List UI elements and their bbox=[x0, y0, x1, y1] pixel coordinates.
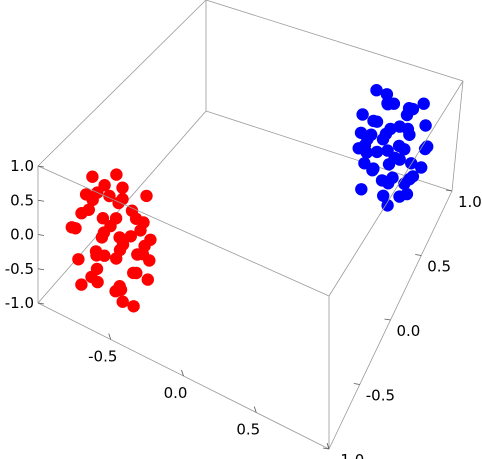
z-tick-label: 0.5 bbox=[10, 191, 34, 209]
data-point bbox=[129, 212, 143, 225]
x-tick-mark bbox=[253, 406, 257, 413]
box-edge bbox=[451, 80, 464, 192]
data-point bbox=[375, 174, 389, 187]
data-point bbox=[114, 283, 128, 296]
data-point bbox=[97, 226, 111, 239]
data-point bbox=[406, 170, 420, 183]
data-point bbox=[141, 273, 154, 286]
data-point bbox=[116, 295, 129, 308]
data-point bbox=[355, 183, 368, 196]
z-tick-label: -1.0 bbox=[5, 294, 34, 312]
data-point bbox=[138, 239, 151, 253]
data-point bbox=[370, 84, 383, 97]
data-point bbox=[116, 238, 130, 251]
data-point bbox=[370, 115, 384, 128]
data-point bbox=[140, 189, 153, 203]
data-point bbox=[386, 171, 399, 184]
z-tick-mark bbox=[37, 302, 45, 305]
data-point bbox=[98, 179, 111, 192]
data-point bbox=[376, 133, 390, 146]
data-point bbox=[417, 97, 430, 110]
data-point bbox=[381, 199, 394, 212]
box-front-edges bbox=[37, 0, 464, 450]
data-point bbox=[388, 151, 401, 164]
data-point bbox=[110, 168, 123, 181]
z-tick-mark bbox=[37, 165, 45, 168]
x-tick-label: 0.5 bbox=[236, 421, 260, 439]
data-point bbox=[392, 139, 406, 153]
data-point bbox=[79, 188, 93, 201]
data-point bbox=[96, 212, 110, 225]
data-point bbox=[89, 245, 103, 258]
data-point bbox=[370, 145, 384, 159]
y-tick-label: 1.0 bbox=[458, 193, 482, 211]
z-tick-mark bbox=[37, 234, 45, 236]
y-tick-mark bbox=[415, 254, 422, 256]
data-point bbox=[358, 139, 372, 152]
z-tick-label: 0.0 bbox=[10, 226, 34, 244]
x-tick-mark bbox=[326, 442, 330, 450]
box-edge bbox=[37, 165, 330, 297]
data-point bbox=[380, 88, 394, 101]
x-tick-label: -0.5 bbox=[88, 348, 117, 366]
data-point bbox=[75, 278, 88, 291]
data-point bbox=[86, 170, 99, 183]
data-point bbox=[82, 203, 96, 216]
y-tick-label: -1.0 bbox=[335, 451, 364, 459]
x-tick-mark bbox=[108, 333, 112, 340]
data-point bbox=[91, 275, 104, 289]
data-point bbox=[419, 119, 432, 132]
data-point bbox=[116, 181, 129, 194]
box-edge bbox=[37, 0, 207, 167]
z-tick-mark bbox=[37, 268, 45, 271]
data-point bbox=[127, 266, 140, 280]
y-tick-mark bbox=[445, 189, 453, 192]
data-point bbox=[72, 253, 85, 266]
z-tick-label: 1.0 bbox=[10, 157, 34, 175]
data-point bbox=[124, 230, 137, 243]
y-tick-label: 0.0 bbox=[397, 322, 421, 340]
y-tick-mark bbox=[384, 318, 391, 321]
box-edge bbox=[328, 80, 464, 297]
data-point bbox=[400, 108, 414, 122]
x-tick-label: 0.0 bbox=[164, 384, 188, 402]
z-tick-label: -0.5 bbox=[5, 260, 34, 278]
x-tick-label: 1.0 bbox=[309, 457, 333, 459]
axis-ticks: -1.0-0.50.00.51.0-0.50.00.51.0-1.0-0.50.… bbox=[5, 157, 482, 459]
data-points bbox=[65, 84, 434, 313]
data-point bbox=[90, 262, 104, 276]
data-point bbox=[358, 157, 371, 170]
data-point bbox=[127, 300, 140, 313]
x-tick-mark bbox=[181, 369, 184, 377]
data-point bbox=[366, 164, 379, 177]
data-point bbox=[356, 108, 369, 121]
data-point bbox=[405, 157, 418, 170]
y-tick-label: -0.5 bbox=[366, 387, 395, 405]
data-point bbox=[400, 187, 414, 201]
z-tick-mark bbox=[37, 199, 45, 202]
data-point bbox=[381, 97, 394, 110]
data-point bbox=[421, 140, 434, 153]
data-point bbox=[377, 189, 390, 202]
y-tick-mark bbox=[322, 447, 330, 450]
data-point bbox=[415, 161, 428, 174]
y-tick-mark bbox=[353, 383, 360, 385]
data-point bbox=[403, 128, 416, 141]
data-point bbox=[65, 221, 79, 234]
y-tick-label: 0.5 bbox=[427, 258, 451, 276]
box-edge bbox=[205, 0, 464, 82]
